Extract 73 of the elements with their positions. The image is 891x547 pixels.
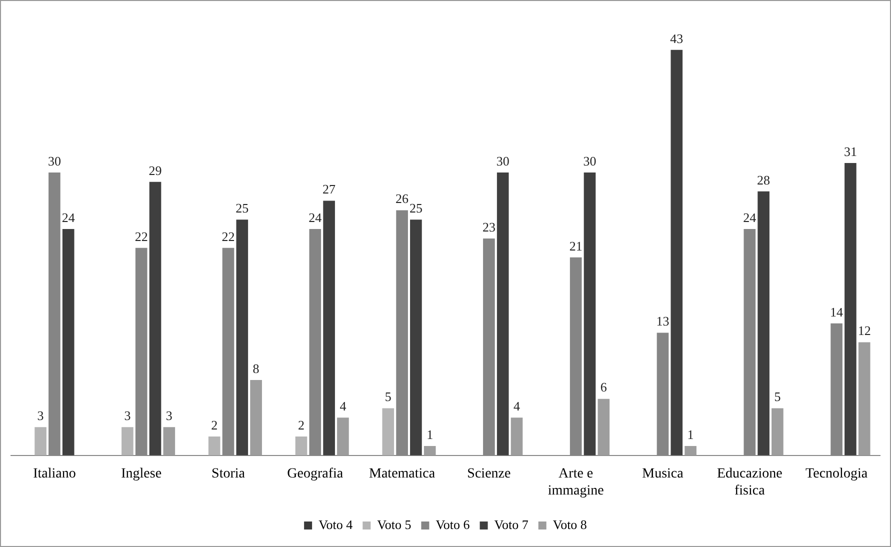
bar xyxy=(598,398,610,456)
bar xyxy=(858,342,870,456)
data-label: 25 xyxy=(409,200,422,216)
data-label: 2 xyxy=(211,417,218,432)
bar xyxy=(62,229,74,456)
data-label: 4 xyxy=(514,398,521,414)
data-label: 24 xyxy=(62,210,76,225)
x-tick-label: Arte e immagine xyxy=(548,466,604,498)
bar xyxy=(236,220,248,456)
data-label: 1 xyxy=(687,426,694,442)
data-label: 14 xyxy=(830,304,844,320)
x-tick-label: Matematica xyxy=(369,466,436,482)
data-label: 30 xyxy=(583,153,596,168)
bar xyxy=(149,182,162,456)
data-label: 30 xyxy=(48,153,61,168)
data-label: 24 xyxy=(743,210,757,225)
legend-label: Voto 5 xyxy=(377,516,412,532)
data-label: 28 xyxy=(757,172,770,188)
bar xyxy=(410,220,422,456)
data-label: 5 xyxy=(774,389,781,404)
bar xyxy=(122,427,134,456)
data-label: 5 xyxy=(384,389,392,404)
x-tick-label: Musica xyxy=(642,466,684,482)
data-label: 23 xyxy=(482,219,496,234)
data-label: 26 xyxy=(396,191,410,206)
data-label: 2 xyxy=(298,417,304,432)
x-tick-label: Educazione fisica xyxy=(717,466,782,498)
data-label: 12 xyxy=(858,323,871,338)
bar xyxy=(684,446,696,456)
legend-label: Voto 7 xyxy=(494,516,529,532)
data-label: 24 xyxy=(308,210,322,225)
data-label: 4 xyxy=(340,398,347,414)
data-label: 30 xyxy=(496,153,510,168)
data-label: 29 xyxy=(148,162,162,178)
bar xyxy=(163,427,176,456)
data-label: 43 xyxy=(670,30,684,46)
data-label: 6 xyxy=(600,380,608,395)
x-tick-label: Inglese xyxy=(121,466,162,482)
data-label: 3 xyxy=(37,408,44,424)
data-label: 27 xyxy=(322,182,336,197)
bar xyxy=(250,380,262,456)
legend-label: Voto 4 xyxy=(318,516,354,532)
x-tick-label: Scienze xyxy=(467,466,511,482)
data-label: 8 xyxy=(252,360,260,376)
data-label: 31 xyxy=(844,144,857,159)
bar xyxy=(496,172,509,456)
data-label: 13 xyxy=(656,314,670,329)
bar xyxy=(584,172,596,456)
x-tick-label: Geografia xyxy=(287,466,344,482)
bar xyxy=(844,163,856,456)
bar xyxy=(323,200,335,456)
bar xyxy=(510,418,523,456)
data-label: 25 xyxy=(236,200,249,216)
bar xyxy=(382,408,394,456)
data-label: 22 xyxy=(134,228,148,244)
bar xyxy=(208,436,220,456)
bar xyxy=(758,191,770,456)
data-label: 1 xyxy=(426,426,434,442)
data-label: 3 xyxy=(124,408,131,424)
data-label: 22 xyxy=(222,228,235,244)
bar xyxy=(295,436,308,456)
x-tick-label: Storia xyxy=(212,466,246,482)
bar xyxy=(424,446,436,456)
x-tick-label: Italiano xyxy=(33,466,76,482)
bar xyxy=(337,418,349,456)
legend-label: Voto 6 xyxy=(436,516,470,532)
data-label: 3 xyxy=(166,408,172,424)
bar xyxy=(34,427,46,456)
data-label: 21 xyxy=(569,238,582,254)
x-tick-label: Tecnologia xyxy=(806,466,868,482)
bar xyxy=(670,50,683,456)
bar xyxy=(772,408,784,456)
legend-label: Voto 8 xyxy=(552,516,587,532)
